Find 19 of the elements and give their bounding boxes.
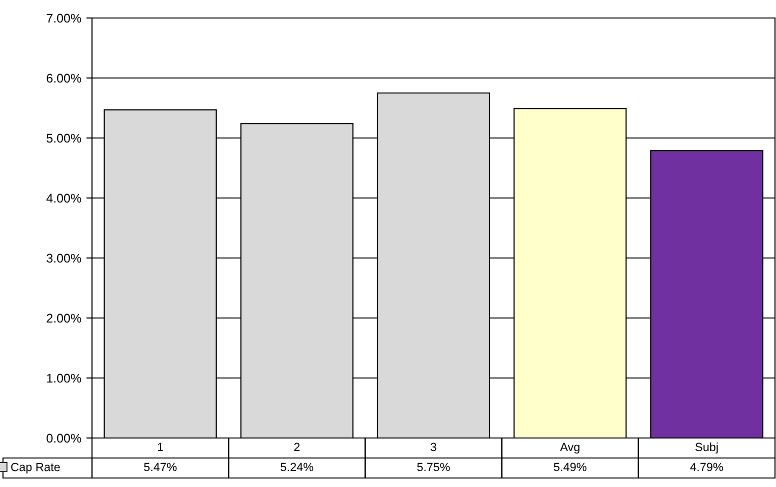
x-tick-label: Subj <box>695 442 718 454</box>
data-label: 5.49% <box>554 462 586 472</box>
data-label: 5.24% <box>280 462 314 472</box>
x-tick-label: 1 <box>158 442 164 452</box>
y-tick-label: 5.00% <box>46 134 82 143</box>
y-tick-label: 1.00% <box>47 374 82 383</box>
y-tick-label: 2.00% <box>46 314 82 323</box>
data-label: 5.75% <box>417 462 450 472</box>
x-tick-label: Avg <box>560 442 580 454</box>
data-label: 4.79% <box>690 462 724 472</box>
legend-label: Cap Rate <box>11 462 60 474</box>
y-tick-label: 0.00% <box>46 434 82 443</box>
y-tick-label: 7.00% <box>46 14 82 23</box>
y-tick-label: 3.00% <box>46 254 82 263</box>
y-tick-label: 6.00% <box>46 74 82 83</box>
x-tick-label: 2 <box>294 442 300 452</box>
y-tick-label: 4.00% <box>46 194 82 203</box>
x-tick-label: 3 <box>430 442 436 452</box>
data-label: 5.47% <box>144 462 177 472</box>
